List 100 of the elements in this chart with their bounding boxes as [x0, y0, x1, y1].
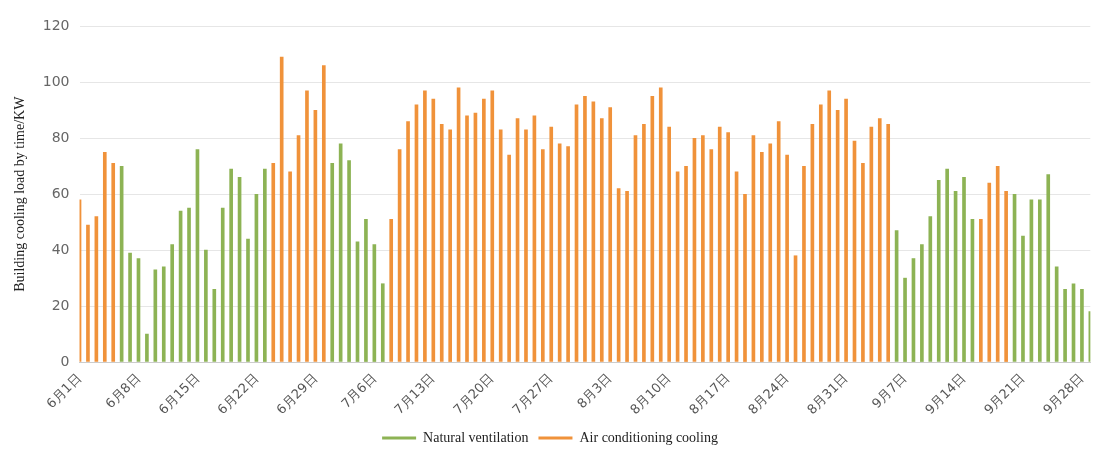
- x-tick-label: 8月10日: [627, 370, 674, 417]
- bar: [903, 277, 907, 362]
- legend-label: Natural ventilation: [423, 429, 529, 445]
- bar: [145, 333, 149, 362]
- y-tick-label: 40: [51, 240, 70, 257]
- bar: [928, 216, 933, 362]
- bar: [212, 288, 217, 362]
- x-tick-label: 7月13日: [391, 370, 438, 417]
- bar: [557, 143, 562, 362]
- bar: [658, 87, 663, 362]
- x-tick-label: 8月3日: [574, 370, 615, 412]
- bar: [482, 98, 486, 362]
- bar: [288, 171, 292, 362]
- x-tick-label: 7月20日: [450, 370, 497, 417]
- bar: [642, 123, 646, 362]
- y-tick-label: 100: [42, 72, 70, 89]
- bar: [1004, 191, 1008, 362]
- bar: [86, 224, 90, 362]
- bar: [844, 98, 848, 362]
- bar: [263, 168, 267, 362]
- bar: [187, 207, 191, 362]
- bar: [279, 56, 284, 362]
- bar: [768, 143, 773, 362]
- legend-label: Air conditioning cooling: [579, 429, 718, 445]
- x-tick-label: 9月28日: [1039, 370, 1087, 417]
- bar: [170, 244, 175, 362]
- bar: [524, 129, 528, 362]
- bar: [1037, 199, 1042, 362]
- bar: [380, 283, 385, 362]
- bar: [448, 129, 452, 362]
- x-tick-label: 8月17日: [686, 370, 733, 417]
- bar: [389, 219, 394, 362]
- bar: [347, 160, 351, 362]
- bar: [431, 98, 436, 362]
- bar: [161, 266, 166, 362]
- bar: [305, 90, 309, 362]
- bar: [1063, 288, 1067, 362]
- bar: [507, 154, 511, 362]
- bar: [271, 163, 276, 362]
- bar: [861, 163, 865, 362]
- x-tick-label: 8月31日: [804, 370, 851, 417]
- y-tick-label: 60: [51, 184, 70, 201]
- bar: [701, 135, 705, 362]
- bar: [936, 179, 941, 362]
- bar: [439, 123, 444, 362]
- x-tick-label: 6月22日: [214, 370, 261, 417]
- bar: [987, 182, 992, 362]
- bar: [1080, 288, 1084, 362]
- x-tick-label: 6月1日: [43, 370, 85, 412]
- bar: [111, 163, 116, 362]
- x-tick-label: 8月24日: [745, 370, 792, 417]
- bar: [709, 149, 714, 362]
- bar: [625, 191, 629, 362]
- bar: [330, 163, 335, 362]
- bar: [945, 168, 949, 362]
- x-tick-label: 6月8日: [102, 370, 143, 412]
- bar: [204, 249, 208, 362]
- bar: [599, 118, 604, 362]
- bar: [743, 193, 747, 362]
- bar: [818, 104, 823, 362]
- bar: [540, 149, 545, 362]
- bar: [498, 129, 503, 362]
- x-tick-label: 9月21日: [980, 370, 1028, 417]
- bar: [490, 90, 495, 362]
- x-tick-label: 9月14日: [921, 370, 969, 417]
- bar: [827, 90, 832, 362]
- y-tick-label: 20: [51, 296, 70, 313]
- x-tick-label: 6月15日: [155, 370, 202, 417]
- bar: [229, 168, 233, 362]
- bar: [220, 207, 225, 362]
- bar: [785, 154, 789, 362]
- bar: [566, 146, 570, 362]
- bar: [1046, 174, 1051, 362]
- bar: [364, 219, 368, 362]
- bar: [321, 65, 326, 362]
- y-tick-label: 80: [51, 128, 70, 145]
- x-tick-label: 6月29日: [273, 370, 320, 417]
- bar: [802, 165, 806, 362]
- x-tick-label: 9月7日: [868, 370, 910, 412]
- bar: [583, 96, 587, 362]
- bar: [608, 107, 613, 362]
- bar: [406, 121, 410, 362]
- bar: [886, 123, 891, 362]
- bar: [128, 252, 132, 362]
- bar: [776, 121, 781, 362]
- x-tick-label: 7月6日: [338, 370, 379, 412]
- bar: [995, 165, 1000, 362]
- bar: [877, 118, 882, 362]
- bar: [962, 177, 966, 362]
- bar: [717, 126, 722, 362]
- y-tick-label: 120: [42, 17, 70, 34]
- bar: [726, 132, 730, 362]
- bar: [465, 115, 469, 362]
- bar: [979, 219, 983, 362]
- bar: [760, 151, 764, 362]
- y-axis-title: Building cooling load by time/KW: [12, 95, 28, 292]
- bar: [246, 238, 250, 362]
- x-tick-label: 7月27日: [509, 370, 556, 417]
- bar: [667, 126, 672, 362]
- bar: [423, 90, 427, 362]
